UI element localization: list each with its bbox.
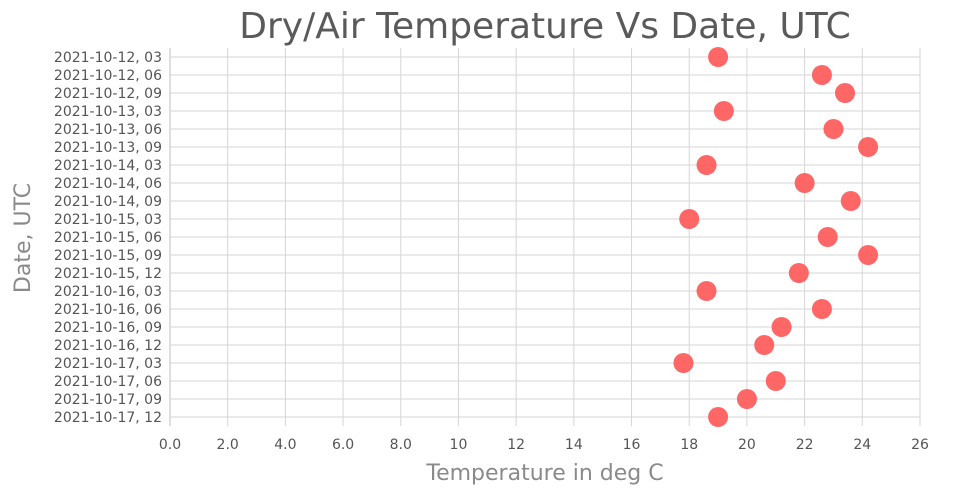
- y-tick-label: 2021-10-16, 09: [54, 320, 162, 336]
- data-point: [817, 227, 838, 247]
- y-axis-title: Date, UTC: [11, 183, 36, 293]
- y-gridlines: [170, 56, 920, 418]
- y-tick-label: 2021-10-13, 09: [54, 140, 162, 156]
- y-tick-label: 2021-10-13, 03: [54, 104, 162, 120]
- y-tick-label: 2021-10-17, 12: [54, 410, 162, 426]
- data-point: [696, 281, 717, 301]
- data-point: [794, 173, 815, 193]
- data-point: [765, 371, 786, 391]
- x-tick-label: 16: [623, 437, 641, 453]
- x-tick-label: 24: [853, 437, 871, 453]
- y-tick-label: 2021-10-12, 03: [54, 50, 162, 66]
- y-tick-label: 2021-10-14, 06: [54, 176, 162, 192]
- data-point: [754, 335, 775, 355]
- y-tick-label: 2021-10-16, 06: [54, 302, 162, 318]
- data-point: [696, 155, 717, 175]
- data-point: [708, 407, 729, 427]
- y-tick-label: 2021-10-16, 03: [54, 284, 162, 300]
- y-tick-label: 2021-10-14, 03: [54, 158, 162, 174]
- data-point: [823, 119, 844, 139]
- data-point: [713, 101, 734, 121]
- x-tick-label: 22: [796, 437, 814, 453]
- data-point: [708, 47, 729, 67]
- y-tick-label: 2021-10-15, 03: [54, 212, 162, 228]
- x-tick-label: 26: [911, 437, 929, 453]
- x-tick-label: 10: [450, 437, 468, 453]
- x-tick-labels: 0.0 2.0 4.0 6.0 8.0 10 12 14 16 18 20 22 24 26: [159, 437, 929, 453]
- data-point: [679, 209, 700, 229]
- data-point: [788, 263, 809, 283]
- data-point: [736, 389, 757, 409]
- data-point: [858, 137, 879, 157]
- x-tick-label: 0.0: [159, 437, 181, 453]
- data-point: [858, 245, 879, 265]
- y-tick-label: 2021-10-14, 09: [54, 194, 162, 210]
- chart-title: Dry/Air Temperature Vs Date, UTC: [239, 6, 850, 47]
- y-tick-label: 2021-10-15, 12: [54, 266, 162, 282]
- y-tick-label: 2021-10-12, 09: [54, 86, 162, 102]
- x-tick-label: 12: [507, 437, 525, 453]
- x-tick-label: 20: [738, 437, 756, 453]
- y-tick-labels: 2021-10-12, 03 2021-10-12, 06 2021-10-12, …: [54, 50, 162, 426]
- x-axis-title: Temperature in deg C: [425, 461, 663, 486]
- data-point: [835, 83, 855, 103]
- x-tick-label: 2.0: [217, 437, 239, 453]
- x-tick-label: 6.0: [332, 437, 354, 453]
- x-tick-label: 18: [680, 437, 698, 453]
- data-point: [673, 353, 694, 373]
- y-tick-label: 2021-10-15, 09: [54, 248, 162, 264]
- y-tick-label: 2021-10-13, 06: [54, 122, 162, 138]
- y-tick-label: 2021-10-12, 06: [54, 68, 162, 84]
- y-tick-label: 2021-10-16, 12: [54, 338, 162, 354]
- y-tick-label: 2021-10-17, 06: [54, 374, 162, 390]
- x-tick-label: 8.0: [390, 437, 412, 453]
- data-point: [840, 191, 861, 211]
- x-tick-label: 4.0: [274, 437, 296, 453]
- data-point: [811, 65, 832, 85]
- x-tick-label: 14: [565, 437, 583, 453]
- y-tick-label: 2021-10-15, 06: [54, 230, 162, 246]
- y-tick-label: 2021-10-17, 03: [54, 356, 162, 372]
- data-points: [673, 47, 879, 427]
- data-point: [811, 299, 832, 319]
- data-point: [771, 317, 792, 337]
- y-tick-label: 2021-10-17, 09: [54, 392, 162, 408]
